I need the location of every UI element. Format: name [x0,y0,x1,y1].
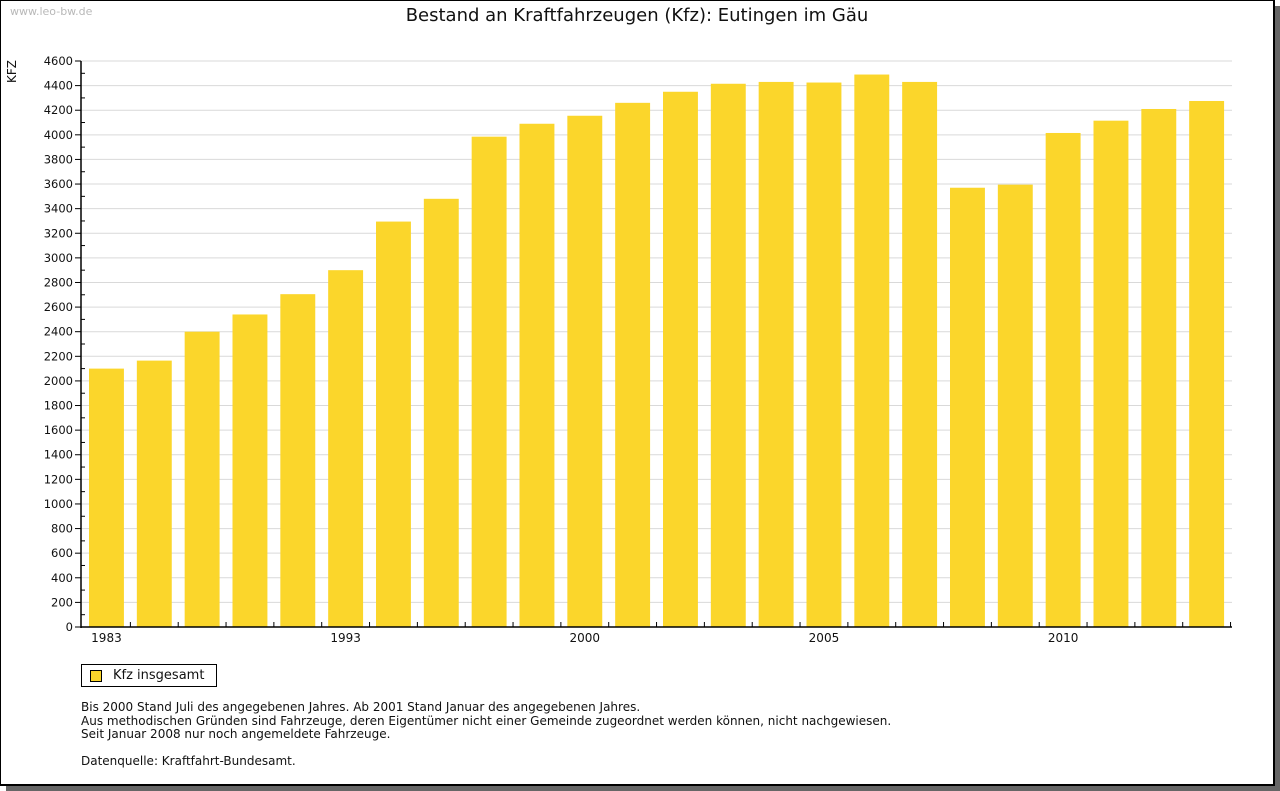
y-tick-label: 0 [66,620,73,634]
legend-label: Kfz insgesamt [113,668,205,683]
y-tick-label: 3000 [44,251,73,265]
bar-chart: 0 200 400 600 800 1000 1200 1400 1600 1800 2000 220… [44,54,1232,645]
y-tick-label: 3200 [44,226,73,240]
y-tick-label: 3600 [44,177,73,191]
y-tick-label: 2400 [44,325,73,339]
y-tick-label: 3800 [44,152,73,166]
bar [1093,120,1129,627]
bar [1189,100,1225,627]
y-tick-label: 1600 [44,423,73,437]
y-tick-label: 4200 [44,103,73,117]
bar [710,83,746,627]
legend: Kfz insgesamt [81,664,218,687]
bar [950,187,985,627]
bar [471,136,507,627]
x-tick-label: 2000 [570,631,601,645]
bar [997,184,1033,627]
bar [328,270,364,627]
bar [280,294,316,627]
footnote: Bis 2000 Stand Juli des angegebenen Jahr… [81,700,641,714]
chart-title: Bestand an Kraftfahrzeugen (Kfz): Euting… [405,5,869,26]
bar [567,115,603,628]
bar [806,82,842,628]
bar [376,221,411,628]
y-tick-label: 400 [51,571,73,585]
y-tick-label: 2200 [44,349,73,363]
bar [423,198,459,627]
y-tick-label: 1800 [44,399,73,413]
y-tick-label: 200 [51,595,73,609]
y-tick-label: 3400 [44,202,73,216]
bar [1141,108,1177,628]
bar [232,314,268,627]
footnote: Aus methodischen Gründen sind Fahrzeuge,… [81,713,892,728]
y-tick-label: 1000 [44,497,73,511]
y-tick-label: 2000 [44,374,73,388]
bar [1045,132,1081,627]
bar [89,368,124,627]
bar [184,331,220,627]
bar [519,123,555,628]
footnotes: Bis 2000 Stand Juli des angegebenen Jahr… [81,700,892,742]
bar [902,81,938,628]
y-tick-label: 1400 [44,448,73,462]
legend-swatch-icon [90,669,102,682]
y-tick-label: 4600 [44,54,73,68]
bar [758,81,794,628]
bar [663,91,698,628]
y-tick-label: 4000 [44,128,73,142]
data-source: Datenquelle: Kraftfahrt-Bundesamt. [81,754,296,768]
bar [615,102,651,628]
x-tick-label: 2005 [809,631,840,645]
y-tick-label: 2600 [44,300,73,314]
watermark: www.leo-bw.de [10,5,93,18]
x-tick-label: 2010 [1048,631,1079,645]
bar [854,74,890,627]
x-tick-label: 1983 [91,631,122,645]
y-tick-label: 800 [51,522,73,536]
y-tick-label: 4400 [44,79,73,93]
y-tick-label: 1200 [44,472,73,486]
y-tick-label: 600 [51,546,73,560]
x-tick-label: 1993 [330,631,361,645]
bar [136,360,172,627]
footnote: Seit Januar 2008 nur noch angemeldete Fa… [81,727,391,741]
y-tick-label: 2800 [44,275,73,289]
